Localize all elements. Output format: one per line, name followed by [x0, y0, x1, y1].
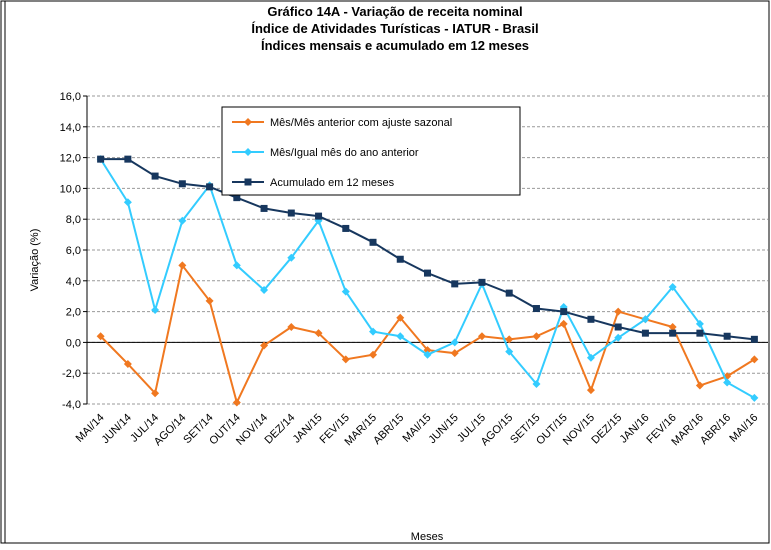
point [559, 319, 568, 328]
point [233, 194, 241, 202]
point [232, 398, 241, 407]
y-tick-label: 2,0 [66, 307, 81, 319]
point [396, 313, 405, 322]
point [641, 329, 649, 337]
point [178, 180, 186, 188]
chart-title: Gráfico 14A - Variação de receita nomina… [267, 4, 522, 19]
point [244, 148, 252, 156]
point [244, 178, 252, 186]
point [287, 323, 296, 331]
y-tick-label: 4,0 [66, 276, 81, 288]
point [695, 319, 704, 328]
point [696, 329, 704, 337]
point [123, 198, 132, 207]
point [450, 349, 459, 358]
point [124, 155, 132, 163]
point [477, 332, 486, 341]
point [532, 305, 540, 313]
point [369, 238, 377, 246]
point [560, 308, 568, 316]
point [287, 253, 296, 262]
point [668, 282, 677, 291]
point [341, 355, 350, 364]
point [97, 155, 105, 163]
point [723, 378, 732, 387]
y-tick-label: -2,0 [62, 368, 81, 380]
y-tick-label: 10,0 [60, 183, 81, 195]
point [668, 323, 677, 331]
y-tick-label: 12,0 [60, 153, 81, 165]
point [450, 338, 459, 347]
point [232, 261, 241, 270]
y-axis-label: Variação (%) [29, 229, 41, 292]
point [396, 332, 405, 341]
point [750, 393, 759, 402]
point [369, 350, 378, 359]
point [123, 359, 132, 368]
point [178, 216, 187, 225]
y-tick-label: -4,0 [62, 399, 81, 411]
chart-title: Índices mensais e acumulado em 12 meses [261, 38, 529, 53]
point [723, 332, 731, 340]
point [151, 172, 159, 180]
chart-title: Índice de Atividades Turísticas - IATUR … [251, 21, 538, 36]
point [96, 332, 105, 341]
point [424, 269, 431, 277]
point [151, 306, 160, 315]
point [641, 315, 650, 324]
point [260, 341, 269, 350]
point [151, 389, 160, 398]
legend-label: Acumulado em 12 meses [270, 177, 395, 189]
y-tick-label: 0,0 [66, 337, 81, 349]
point [614, 323, 622, 331]
point [369, 327, 378, 336]
point [341, 287, 350, 296]
point [532, 332, 541, 341]
point [532, 379, 541, 388]
legend-box [221, 106, 521, 196]
point [614, 307, 623, 316]
point [586, 353, 595, 362]
point [505, 347, 514, 356]
y-tick-label: 16,0 [60, 91, 81, 103]
point [260, 204, 268, 212]
point [750, 355, 759, 364]
point [244, 118, 252, 126]
point [342, 224, 350, 232]
point [586, 386, 595, 395]
point [423, 350, 432, 359]
point [505, 335, 514, 344]
point [505, 289, 513, 297]
point [451, 280, 459, 288]
point [178, 261, 187, 270]
point [314, 329, 323, 338]
point [315, 212, 323, 220]
point [587, 315, 595, 323]
y-tick-label: 6,0 [66, 245, 81, 257]
point [287, 209, 295, 217]
y-tick-label: 8,0 [66, 214, 81, 226]
legend-label: Mês/Mês anterior com ajuste sazonal [270, 117, 452, 129]
point [260, 286, 269, 295]
point [423, 346, 432, 355]
point [205, 296, 214, 305]
point [478, 278, 486, 286]
legend-label: Mês/Igual mês do ano anterior [270, 147, 419, 159]
point [750, 335, 758, 343]
x-axis-label: Meses [411, 531, 444, 543]
point [396, 255, 404, 263]
point [206, 183, 214, 191]
point [695, 381, 704, 390]
y-tick-label: 14,0 [60, 122, 81, 134]
point [669, 329, 677, 337]
point [614, 333, 623, 342]
